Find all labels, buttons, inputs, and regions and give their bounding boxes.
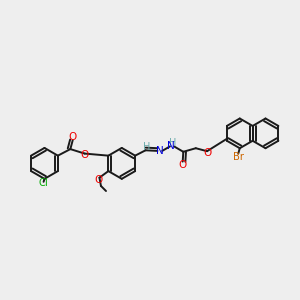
Text: N: N <box>156 146 164 157</box>
Text: H: H <box>143 142 150 152</box>
Text: Cl: Cl <box>39 178 49 188</box>
Text: N: N <box>167 141 174 152</box>
Text: O: O <box>69 132 77 142</box>
Text: O: O <box>178 160 187 170</box>
Text: O: O <box>95 175 103 185</box>
Text: Br: Br <box>233 152 244 162</box>
Text: H: H <box>169 138 176 148</box>
Text: O: O <box>203 148 212 158</box>
Text: O: O <box>81 150 89 160</box>
